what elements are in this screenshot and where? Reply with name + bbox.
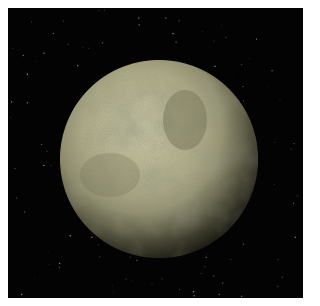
star — [11, 101, 12, 102]
star — [76, 232, 77, 233]
star — [53, 33, 54, 34]
star — [219, 294, 220, 295]
star — [282, 277, 283, 278]
star — [271, 70, 273, 72]
star — [214, 40, 215, 41]
star — [202, 31, 203, 32]
star — [243, 86, 244, 87]
star — [296, 195, 297, 196]
star — [41, 144, 42, 145]
star — [243, 244, 244, 245]
star — [205, 266, 206, 267]
star — [59, 263, 60, 264]
star — [98, 244, 99, 245]
star — [241, 64, 242, 65]
star — [50, 165, 51, 166]
star — [172, 33, 174, 35]
star — [102, 42, 103, 43]
star — [88, 48, 89, 49]
star — [48, 251, 49, 252]
star — [131, 280, 132, 281]
star — [113, 292, 114, 293]
star — [293, 203, 294, 204]
star — [179, 289, 180, 290]
star — [48, 264, 49, 265]
star — [274, 142, 275, 143]
star — [249, 58, 250, 59]
star — [152, 283, 153, 284]
star — [43, 165, 45, 167]
star — [278, 259, 279, 260]
star — [68, 44, 69, 45]
star — [15, 168, 16, 169]
star — [241, 296, 242, 297]
star — [222, 282, 223, 283]
star — [200, 273, 201, 274]
planet-texture — [60, 60, 258, 258]
star — [291, 149, 292, 150]
star — [10, 117, 11, 118]
star — [138, 17, 140, 19]
star — [24, 211, 25, 212]
star — [27, 73, 29, 75]
star — [243, 101, 244, 102]
star — [206, 257, 207, 258]
star — [16, 198, 17, 199]
star — [277, 286, 279, 288]
star — [221, 25, 222, 26]
star — [256, 39, 257, 40]
star — [63, 21, 64, 22]
star — [136, 260, 137, 261]
star — [112, 285, 113, 286]
star — [138, 24, 140, 26]
page: {} html, body { margin: 0; padding: 0; b… — [0, 0, 311, 306]
star — [21, 294, 22, 295]
star — [104, 10, 105, 11]
star — [99, 256, 100, 257]
star — [125, 278, 127, 280]
star — [165, 18, 166, 19]
star — [27, 102, 28, 103]
star — [225, 37, 226, 38]
star — [82, 47, 83, 48]
star — [178, 20, 180, 22]
star — [50, 248, 51, 249]
star — [230, 259, 231, 260]
star — [213, 275, 214, 276]
star — [268, 86, 269, 87]
star — [280, 99, 281, 100]
star — [46, 151, 47, 152]
star — [34, 278, 35, 279]
star — [194, 295, 195, 296]
star — [69, 235, 70, 236]
star — [161, 278, 162, 279]
planet-image — [0, 0, 311, 306]
star — [31, 21, 32, 23]
planet-shadow — [60, 60, 258, 258]
star — [274, 184, 275, 185]
star — [43, 52, 45, 54]
star — [130, 256, 131, 257]
star — [233, 74, 234, 75]
star — [37, 46, 38, 47]
star — [59, 267, 60, 268]
star — [36, 61, 37, 62]
star — [214, 66, 215, 67]
star — [13, 48, 14, 49]
star — [293, 143, 294, 144]
star — [175, 42, 176, 43]
star — [99, 10, 100, 11]
star — [91, 237, 93, 239]
star — [295, 237, 296, 238]
page-body: (() => { const svg = document.getElement… — [0, 0, 311, 306]
star — [77, 65, 78, 66]
star — [23, 55, 24, 56]
star — [193, 291, 194, 292]
